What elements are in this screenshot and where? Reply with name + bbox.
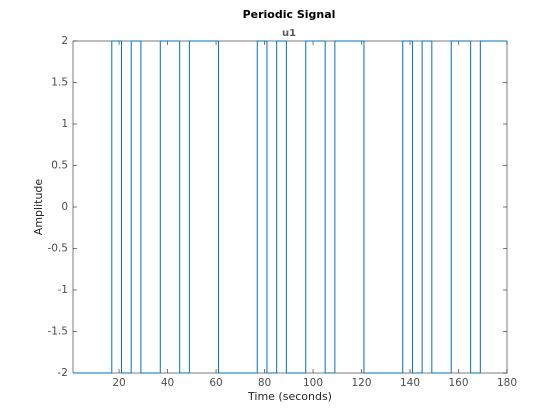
y-tick-label: 1.5 <box>51 77 68 89</box>
chart-subtitle: u1 <box>282 28 296 39</box>
signal-step <box>450 40 471 373</box>
x-tick-label: 160 <box>448 377 468 389</box>
x-tick-label: 100 <box>303 377 323 389</box>
y-tick-label: 2 <box>61 35 68 47</box>
signal-step <box>324 41 335 374</box>
x-tick-label: 60 <box>209 377 222 389</box>
y-tick-label: 1 <box>61 118 68 130</box>
signal-step <box>411 41 423 374</box>
y-tick-label: 0 <box>61 201 68 213</box>
x-tick-label: 20 <box>112 377 125 389</box>
signal-step <box>276 40 287 373</box>
signal-step <box>111 40 122 373</box>
x-axis-label: Time (seconds) <box>247 390 332 403</box>
signal-step <box>140 41 161 374</box>
x-tick-label: 140 <box>400 377 420 389</box>
x-tick-label: 40 <box>161 377 174 389</box>
chart-title: Periodic Signal <box>243 8 336 21</box>
y-tick-label: 0.5 <box>51 160 68 172</box>
signal-step <box>188 40 219 373</box>
y-tick-label: -2 <box>58 367 68 379</box>
signal-step <box>402 40 413 373</box>
y-axis-label: Amplitude <box>32 179 45 236</box>
y-tick-label: -1.5 <box>48 326 69 338</box>
x-tick-label: 120 <box>352 377 372 389</box>
signal-step <box>305 40 326 373</box>
signal-step <box>334 40 364 373</box>
signal-step <box>130 40 141 373</box>
signal-step <box>470 41 481 374</box>
signal-step <box>431 41 452 374</box>
signal-step <box>217 41 258 374</box>
signal-step <box>120 41 132 374</box>
signal-step <box>479 40 507 373</box>
signal-step <box>256 40 267 373</box>
signal-step <box>285 41 306 374</box>
signal-step <box>421 40 432 373</box>
x-tick-label: 80 <box>258 377 271 389</box>
x-tick-label: 180 <box>497 377 517 389</box>
y-tick-label: -0.5 <box>48 243 69 255</box>
signal-step <box>363 41 403 374</box>
signal-step <box>179 41 190 374</box>
signal-step <box>266 41 277 374</box>
y-tick-label: -1 <box>58 284 68 296</box>
signal-step <box>159 40 180 373</box>
